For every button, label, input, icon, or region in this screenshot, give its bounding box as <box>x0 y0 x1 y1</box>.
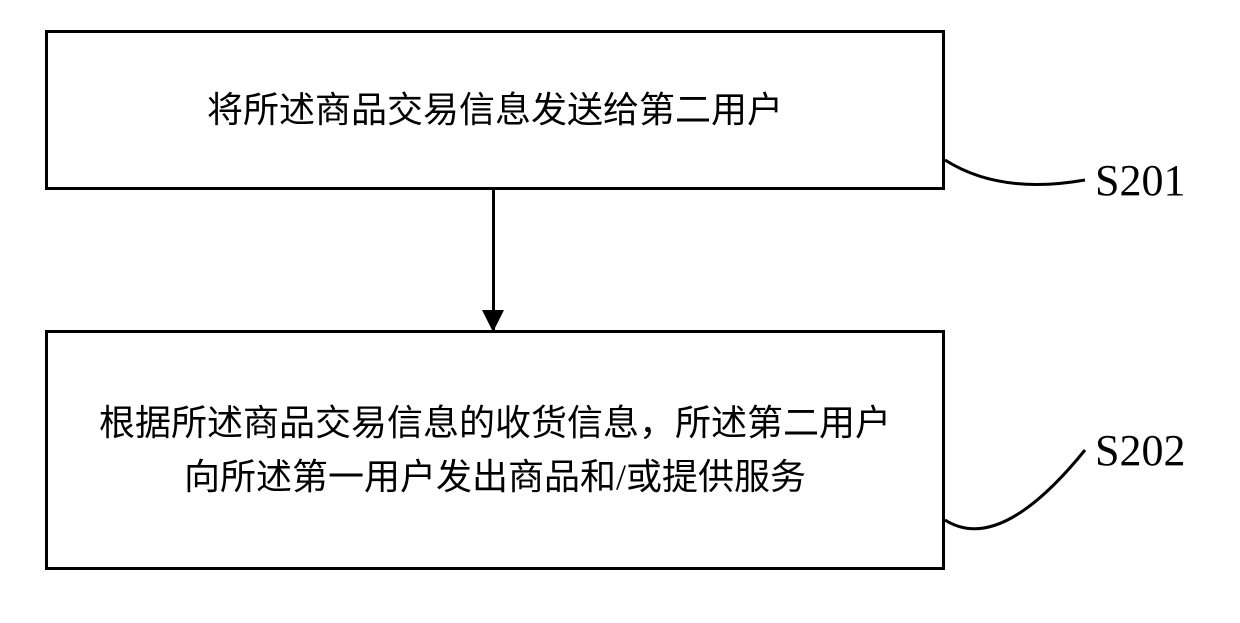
arrow-down-icon <box>492 190 495 330</box>
node-2-text: 根据所述商品交易信息的收货信息，所述第二用户向所述第一用户发出商品和/或提供服务 <box>88 396 902 504</box>
label-s201: S201 <box>1095 155 1185 206</box>
flowchart-node-2: 根据所述商品交易信息的收货信息，所述第二用户向所述第一用户发出商品和/或提供服务 <box>45 330 945 570</box>
connector-path-2 <box>945 450 1085 529</box>
label-s202: S202 <box>1095 425 1185 476</box>
flowchart-container: 将所述商品交易信息发送给第二用户 根据所述商品交易信息的收货信息，所述第二用户向… <box>0 0 1240 623</box>
node-1-text: 将所述商品交易信息发送给第二用户 <box>207 83 783 137</box>
flowchart-node-1: 将所述商品交易信息发送给第二用户 <box>45 30 945 190</box>
connector-path-1 <box>945 160 1085 185</box>
